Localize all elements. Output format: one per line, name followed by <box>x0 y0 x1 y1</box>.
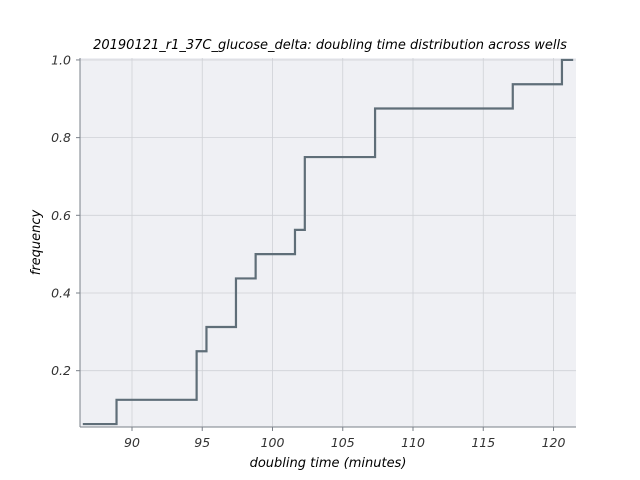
x-axis-ticks: 90 95 100 105 110 115 120 <box>124 427 565 450</box>
x-tick-label: 105 <box>331 435 355 450</box>
x-tick-label: 90 <box>124 435 140 450</box>
y-tick-label: 1.0 <box>51 52 71 67</box>
x-tick-label: 100 <box>261 435 285 450</box>
cdf-step-line <box>82 58 574 426</box>
y-tick-label: 0.4 <box>51 285 71 300</box>
x-tick-label: 115 <box>471 435 495 450</box>
axes-spines <box>79 58 576 428</box>
y-tick-label: 0.6 <box>51 208 71 223</box>
chart-title: 20190121_r1_37C_glucose_delta: doubling … <box>93 38 567 53</box>
x-axis-label: doubling time (minutes) <box>250 456 407 471</box>
y-tick-label: 0.8 <box>51 130 71 145</box>
y-tick-label: 0.2 <box>51 363 71 378</box>
x-tick-label: 95 <box>194 435 210 450</box>
x-tick-label: 120 <box>542 435 566 450</box>
plot-area <box>80 58 576 427</box>
grid <box>80 58 576 427</box>
series-layer <box>82 58 574 426</box>
y-axis-label: frequency <box>29 209 44 275</box>
y-axis-ticks: 0.2 0.4 0.6 0.8 1.0 <box>51 52 80 378</box>
x-tick-label: 110 <box>401 435 425 450</box>
